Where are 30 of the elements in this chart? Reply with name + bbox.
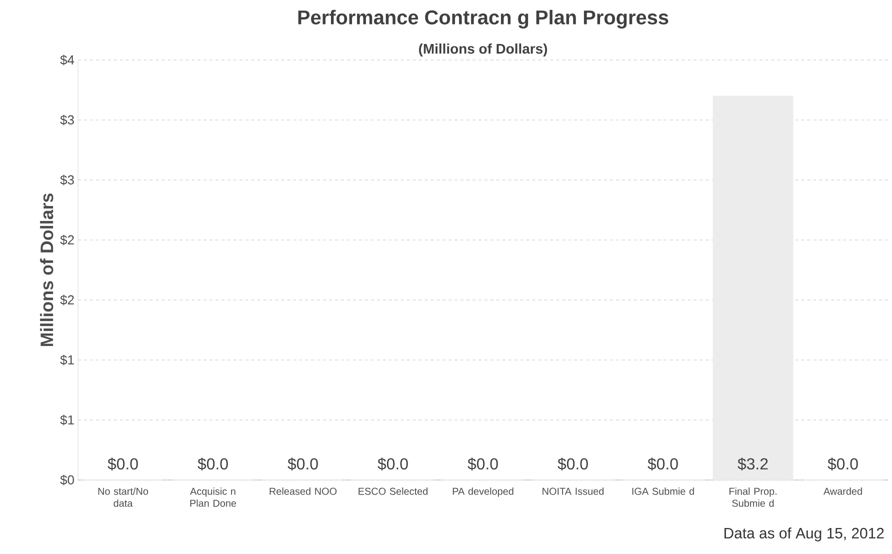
x-tick-label: Awarded — [823, 488, 862, 495]
x-tick-label: Released NOO — [270, 488, 337, 495]
x-tick-label: Final Prop. Submie d — [729, 488, 776, 507]
x-tick-label: ESCO Selected — [358, 488, 428, 495]
data-label: $0.0 — [198, 458, 228, 470]
x-tick-label: No start/No data — [98, 488, 148, 507]
y-tick-label: $4 — [60, 54, 74, 66]
y-tick-label: $3 — [60, 114, 74, 126]
chart-subtitle: (Millions of Dollars) — [418, 43, 548, 56]
data-label: $0.0 — [468, 458, 498, 470]
data-label: $0.0 — [828, 458, 858, 470]
text: Data as of Aug 15, 2012 — [724, 528, 884, 542]
y-tick-label: $0 — [60, 474, 74, 486]
x-tick-label: PA developed — [452, 488, 514, 497]
y-tick-label: $2 — [60, 234, 74, 246]
y-tick-label: $1 — [60, 414, 74, 426]
y-tick-label: $1 — [60, 354, 74, 366]
data-label: $0.0 — [558, 458, 588, 470]
chart-title: Performance Contracn g Plan Progress — [298, 10, 668, 28]
data-label: $0.0 — [108, 458, 138, 470]
x-tick-label: IGA Submie d — [632, 488, 694, 495]
y-axis-title: Millions of Dollars — [40, 194, 54, 346]
x-tick-label: Acquisic n Plan Done — [190, 488, 236, 507]
y-tick-label: $3 — [60, 174, 74, 186]
data-label: $3.2 — [738, 458, 768, 470]
data-label: $0.0 — [288, 458, 318, 470]
data-label: $0.0 — [378, 458, 408, 470]
data-label: $0.0 — [648, 458, 678, 470]
x-tick-label: NOITA Issued — [542, 488, 604, 495]
y-tick-label: $2 — [60, 294, 74, 306]
